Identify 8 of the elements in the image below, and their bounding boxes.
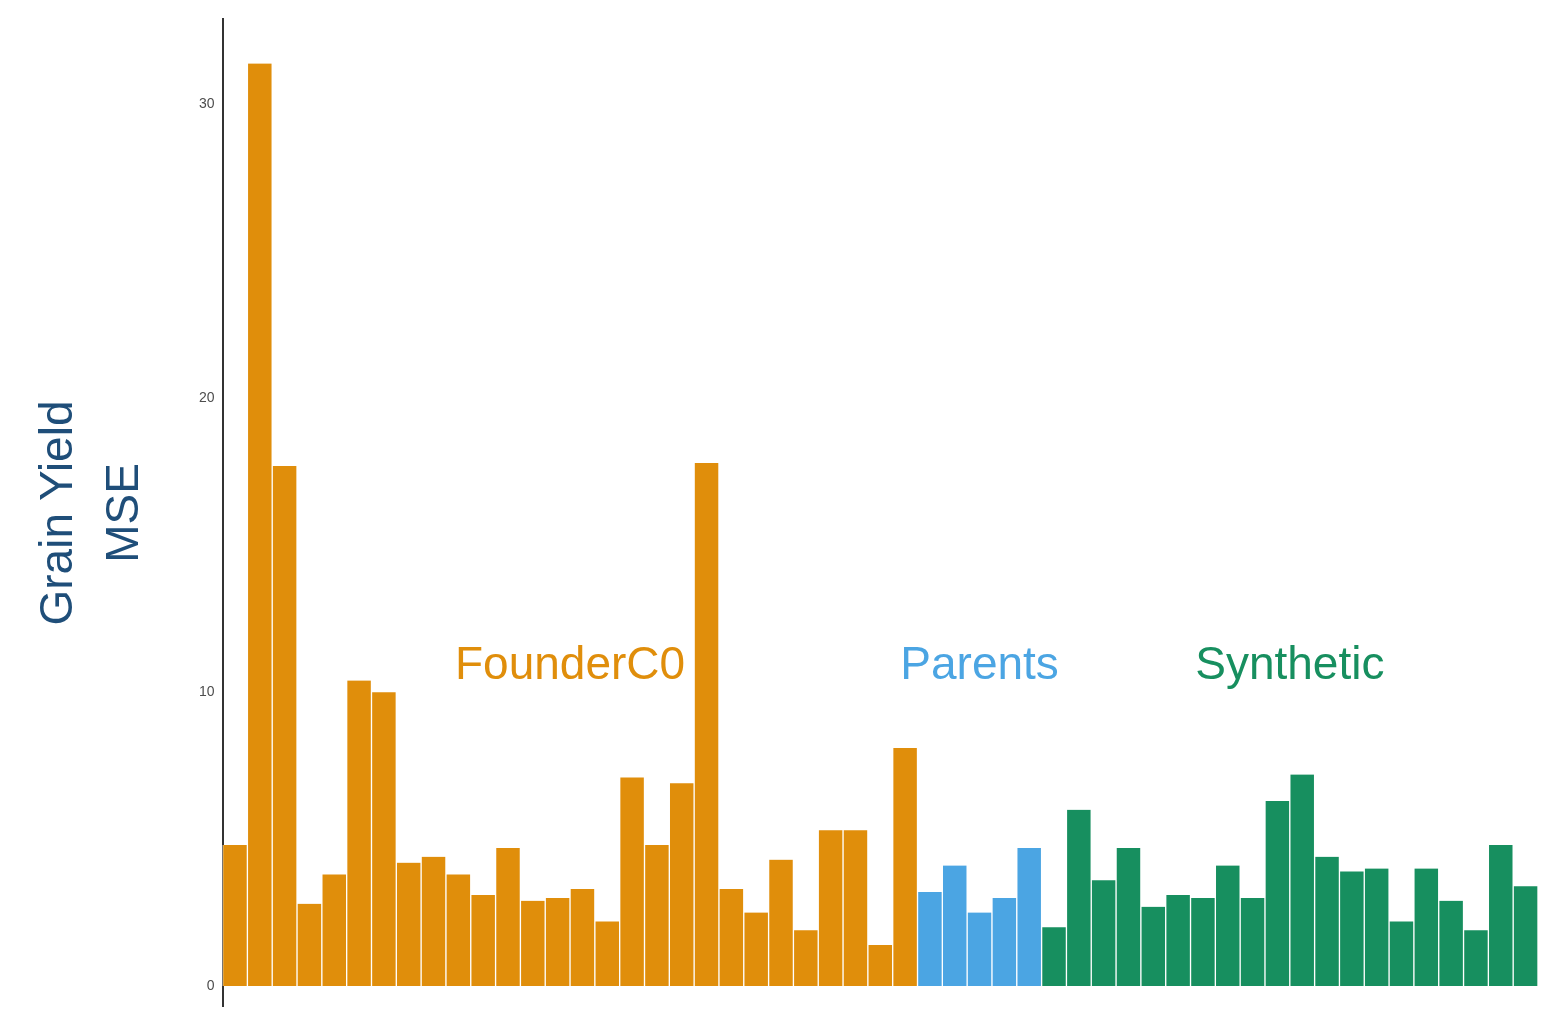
y-tick-label: 30	[198, 95, 215, 112]
text: Synthetic	[1195, 636, 1385, 689]
text: Parents	[900, 636, 1059, 689]
y-tick-label: 0	[206, 976, 215, 993]
series-label: FounderC0	[454, 636, 686, 689]
y-tick-label: 20	[198, 389, 215, 406]
y-tick-label: 10	[198, 683, 215, 700]
y-axis-title: Grain Yield MSE	[28, 400, 148, 626]
